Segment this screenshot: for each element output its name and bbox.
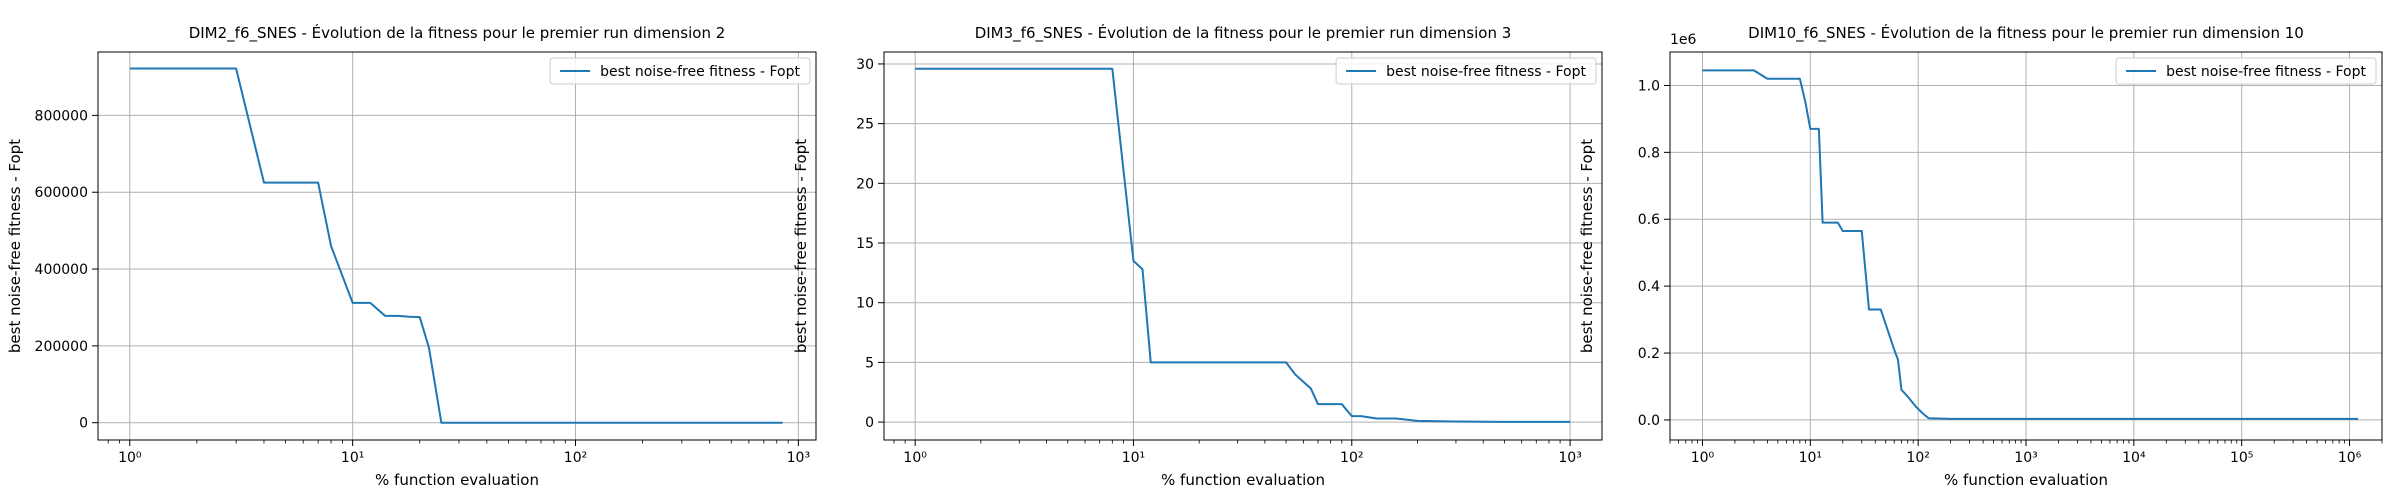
series-line xyxy=(1702,69,2359,420)
y-tick-label: 0 xyxy=(79,416,88,432)
x-tick-label: 10³ xyxy=(1558,450,1581,466)
x-tick-label: 10⁰ xyxy=(903,450,927,466)
y-tick-label: 15 xyxy=(856,236,874,252)
grid xyxy=(884,52,1602,440)
y-tick-label: 20 xyxy=(856,176,874,192)
series-line xyxy=(129,67,783,424)
legend: best noise-free fitness - Fopt xyxy=(2115,57,2377,85)
x-axis-label: % function evaluation xyxy=(1161,471,1325,489)
chart-3: 10⁰ 10¹ 10² 10³ 10⁴ 10⁵ 10⁶ 0.0 0.2 0.4 0.6 0.8 1.0 1… xyxy=(1578,23,2383,489)
y-tick-label: 30 xyxy=(856,57,874,73)
y-offset-label: 1e6 xyxy=(1670,32,1697,48)
y-tick-label: 800000 xyxy=(35,108,88,124)
y-tick-label: 0.6 xyxy=(1638,212,1660,228)
y-axis-label: best noise-free fitness - Fopt xyxy=(792,139,810,353)
y-tick-label: 600000 xyxy=(35,185,88,201)
y-axis-label: best noise-free fitness - Fopt xyxy=(6,139,24,353)
y-axis-label: best noise-free fitness - Fopt xyxy=(1578,139,1596,353)
y-tick-label: 5 xyxy=(865,355,874,371)
x-axis-label: % function evaluation xyxy=(1944,471,2108,489)
series-line xyxy=(915,67,1571,423)
chart-title: DIM2_f6_SNES - Évolution de la fitness p… xyxy=(189,23,726,43)
y-tick-label: 0.2 xyxy=(1638,346,1660,362)
legend-label: best noise-free fitness - Fopt xyxy=(600,64,800,80)
x-tick-label: 10¹ xyxy=(341,450,364,466)
x-tick-label: 10¹ xyxy=(1799,450,1822,466)
chart-title: DIM3_f6_SNES - Évolution de la fitness p… xyxy=(975,23,1512,43)
x-tick-label: 10² xyxy=(564,450,587,466)
x-tick-label: 10⁶ xyxy=(2338,450,2362,466)
legend-box xyxy=(549,57,811,85)
x-tick-label: 10⁰ xyxy=(118,450,142,466)
y-tick-label: 25 xyxy=(856,117,874,133)
legend-box xyxy=(1335,57,1597,85)
x-tick-label: 10⁰ xyxy=(1691,450,1715,466)
legend: best noise-free fitness - Fopt xyxy=(549,57,811,85)
x-tick-label: 10⁴ xyxy=(2122,450,2146,466)
x-tick-label: 10² xyxy=(1906,450,1929,466)
x-axis-label: % function evaluation xyxy=(375,471,539,489)
plot-frame xyxy=(883,51,1603,441)
chart-1: 10⁰ 10¹ 10² 10³ 0 200000 400000 600000 800000 DIM… xyxy=(6,23,817,489)
chart-title: DIM10_f6_SNES - Évolution de la fitness … xyxy=(1748,23,2304,43)
y-tick-label: 1.0 xyxy=(1638,78,1660,94)
y-tick-label: 0.8 xyxy=(1638,145,1660,161)
x-tick-label: 10⁵ xyxy=(2230,450,2253,466)
plot-frame xyxy=(97,51,817,441)
legend: best noise-free fitness - Fopt xyxy=(1335,57,1597,85)
y-tick-label: 200000 xyxy=(35,339,88,355)
chart-2: 10⁰ 10¹ 10² 10³ 0 5 10 15 20 25 30 DIM3_f6_SNES - É… xyxy=(792,23,1603,489)
x-tick-label: 10¹ xyxy=(1122,450,1145,466)
y-tick-label: 0.4 xyxy=(1638,279,1660,295)
x-tick-label: 10³ xyxy=(2014,450,2037,466)
y-tick-label: 0.0 xyxy=(1638,413,1660,429)
grid xyxy=(98,52,816,440)
x-tick-label: 10³ xyxy=(787,450,810,466)
legend-box xyxy=(2115,57,2377,85)
y-tick-label: 400000 xyxy=(35,262,88,278)
y-tick-label: 10 xyxy=(856,296,874,312)
x-tick-label: 10² xyxy=(1340,450,1363,466)
legend-label: best noise-free fitness - Fopt xyxy=(2166,64,2366,80)
y-tick-label: 0 xyxy=(865,415,874,431)
legend-label: best noise-free fitness - Fopt xyxy=(1386,64,1586,80)
grid xyxy=(1670,52,2382,440)
